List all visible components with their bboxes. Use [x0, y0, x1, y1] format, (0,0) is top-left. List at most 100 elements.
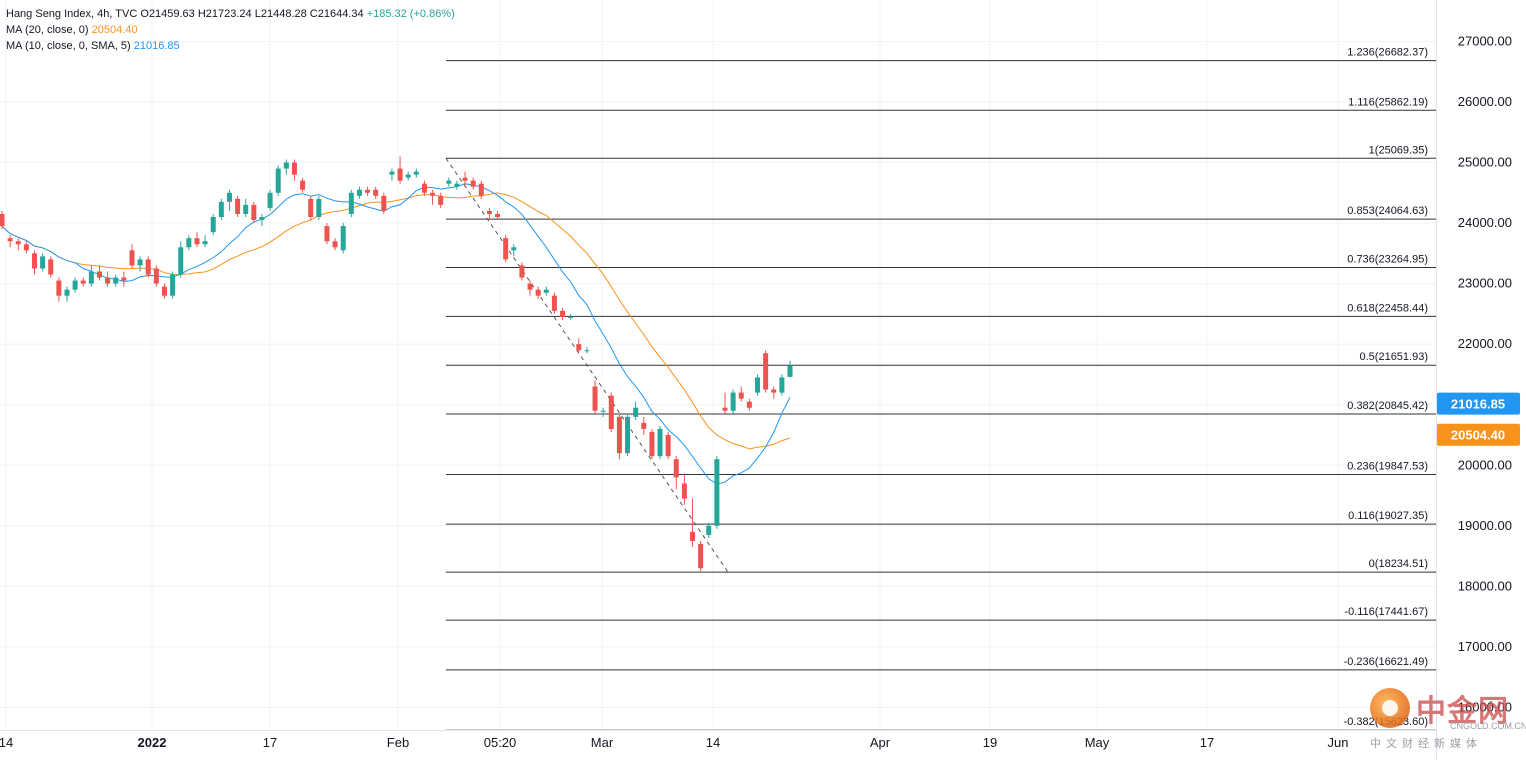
candle-body[interactable]	[40, 256, 46, 269]
candle-body[interactable]	[235, 198, 241, 214]
candle-body[interactable]	[267, 192, 273, 208]
candle-body[interactable]	[560, 310, 566, 317]
candle-body[interactable]	[576, 344, 582, 351]
candle-body[interactable]	[80, 280, 86, 284]
candle-body[interactable]	[779, 377, 785, 393]
candle-body[interactable]	[633, 407, 639, 417]
candle-body[interactable]	[478, 183, 484, 196]
candle-body[interactable]	[259, 216, 265, 221]
candle-body[interactable]	[121, 277, 127, 281]
candle-body[interactable]	[48, 259, 54, 275]
candle-body[interactable]	[673, 459, 679, 478]
candle-body[interactable]	[543, 289, 549, 293]
candle-body[interactable]	[405, 174, 411, 178]
candle-body[interactable]	[153, 268, 159, 284]
candle-body[interactable]	[202, 241, 208, 245]
candle-body[interactable]	[763, 353, 769, 390]
candle-body[interactable]	[681, 483, 687, 499]
candle-body[interactable]	[308, 198, 314, 217]
candle-body[interactable]	[7, 238, 13, 242]
candle-body[interactable]	[657, 428, 663, 457]
candle-body[interactable]	[137, 259, 143, 266]
candle-body[interactable]	[413, 171, 419, 175]
candle-body[interactable]	[486, 210, 492, 214]
fib-trend-line[interactable]	[445, 158, 729, 573]
candle-body[interactable]	[324, 226, 330, 242]
candle-body[interactable]	[690, 531, 696, 541]
candle-body[interactable]	[495, 213, 501, 217]
candle-body[interactable]	[722, 407, 728, 411]
candle-body[interactable]	[373, 189, 379, 196]
candle-body[interactable]	[649, 431, 655, 457]
candle-body[interactable]	[381, 195, 387, 211]
candle-body[interactable]	[210, 216, 216, 233]
candlestick-series[interactable]	[0, 156, 793, 572]
candle-body[interactable]	[23, 244, 29, 251]
candle-body[interactable]	[438, 195, 444, 205]
candle-body[interactable]	[88, 271, 94, 284]
price-axis[interactable]: 27000.00 26000.00 25000.00 24000.00 23000.00…	[1436, 0, 1521, 760]
candle-body[interactable]	[470, 180, 476, 187]
candle-body[interactable]	[291, 162, 297, 175]
candle-body[interactable]	[625, 416, 631, 454]
candle-body[interactable]	[348, 192, 354, 214]
candle-body[interactable]	[592, 386, 598, 411]
candle-body[interactable]	[300, 180, 306, 190]
candle-body[interactable]	[755, 377, 761, 393]
candle-body[interactable]	[389, 171, 395, 175]
candle-body[interactable]	[113, 277, 119, 284]
candle-body[interactable]	[730, 392, 736, 411]
candle-body[interactable]	[243, 204, 249, 214]
candle-body[interactable]	[446, 180, 452, 184]
candle-body[interactable]	[535, 289, 541, 296]
candle-body[interactable]	[706, 525, 712, 535]
candle-body[interactable]	[31, 253, 37, 269]
candle-body[interactable]	[746, 401, 752, 408]
symbol-row[interactable]: Hang Seng Index, 4h, TVC O21459.63 H2172…	[6, 6, 455, 22]
candle-body[interactable]	[129, 250, 135, 266]
candle-body[interactable]	[64, 289, 70, 296]
candle-body[interactable]	[608, 395, 614, 429]
candle-body[interactable]	[186, 238, 192, 248]
candle-body[interactable]	[430, 192, 436, 196]
candle-body[interactable]	[714, 459, 720, 526]
candle-body[interactable]	[72, 280, 78, 290]
candle-body[interactable]	[161, 286, 167, 296]
candle-body[interactable]	[105, 277, 111, 284]
candle-body[interactable]	[170, 274, 176, 296]
candle-body[interactable]	[356, 189, 362, 196]
candle-body[interactable]	[511, 247, 517, 251]
candle-body[interactable]	[738, 392, 744, 399]
candle-body[interactable]	[568, 316, 574, 318]
candle-body[interactable]	[283, 162, 289, 169]
candle-body[interactable]	[519, 265, 525, 278]
candle-body[interactable]	[665, 434, 671, 457]
candle-body[interactable]	[397, 168, 403, 181]
candle-body[interactable]	[641, 422, 647, 429]
candle-body[interactable]	[503, 238, 509, 260]
candle-body[interactable]	[332, 241, 338, 248]
candle-body[interactable]	[365, 189, 371, 193]
candle-body[interactable]	[194, 238, 200, 245]
candle-body[interactable]	[226, 192, 232, 202]
candle-body[interactable]	[251, 204, 257, 221]
candle-body[interactable]	[275, 168, 281, 193]
candle-body[interactable]	[0, 213, 5, 227]
time-axis[interactable]: 14 2022 17 Feb 05:20 Mar 14 Apr 19 May 17 Jun	[0, 730, 1436, 751]
candle-body[interactable]	[462, 177, 468, 181]
candle-body[interactable]	[15, 241, 21, 245]
fibonacci-retracement[interactable]: 1.236(26682.37) 1.116(25862.19) 1(25069.35…	[445, 47, 1436, 731]
candle-body[interactable]	[454, 183, 460, 187]
ma10-row[interactable]: MA (10, close, 0, SMA, 5) 21016.85	[6, 38, 455, 54]
candle-body[interactable]	[584, 350, 590, 352]
candle-body[interactable]	[698, 543, 704, 569]
candle-body[interactable]	[145, 259, 151, 275]
candle-body[interactable]	[96, 271, 102, 278]
candle-body[interactable]	[178, 247, 184, 275]
candle-body[interactable]	[551, 295, 557, 311]
candle-body[interactable]	[527, 283, 533, 290]
candle-body[interactable]	[600, 410, 606, 412]
candle-body[interactable]	[771, 389, 777, 393]
candle-body[interactable]	[316, 198, 322, 217]
